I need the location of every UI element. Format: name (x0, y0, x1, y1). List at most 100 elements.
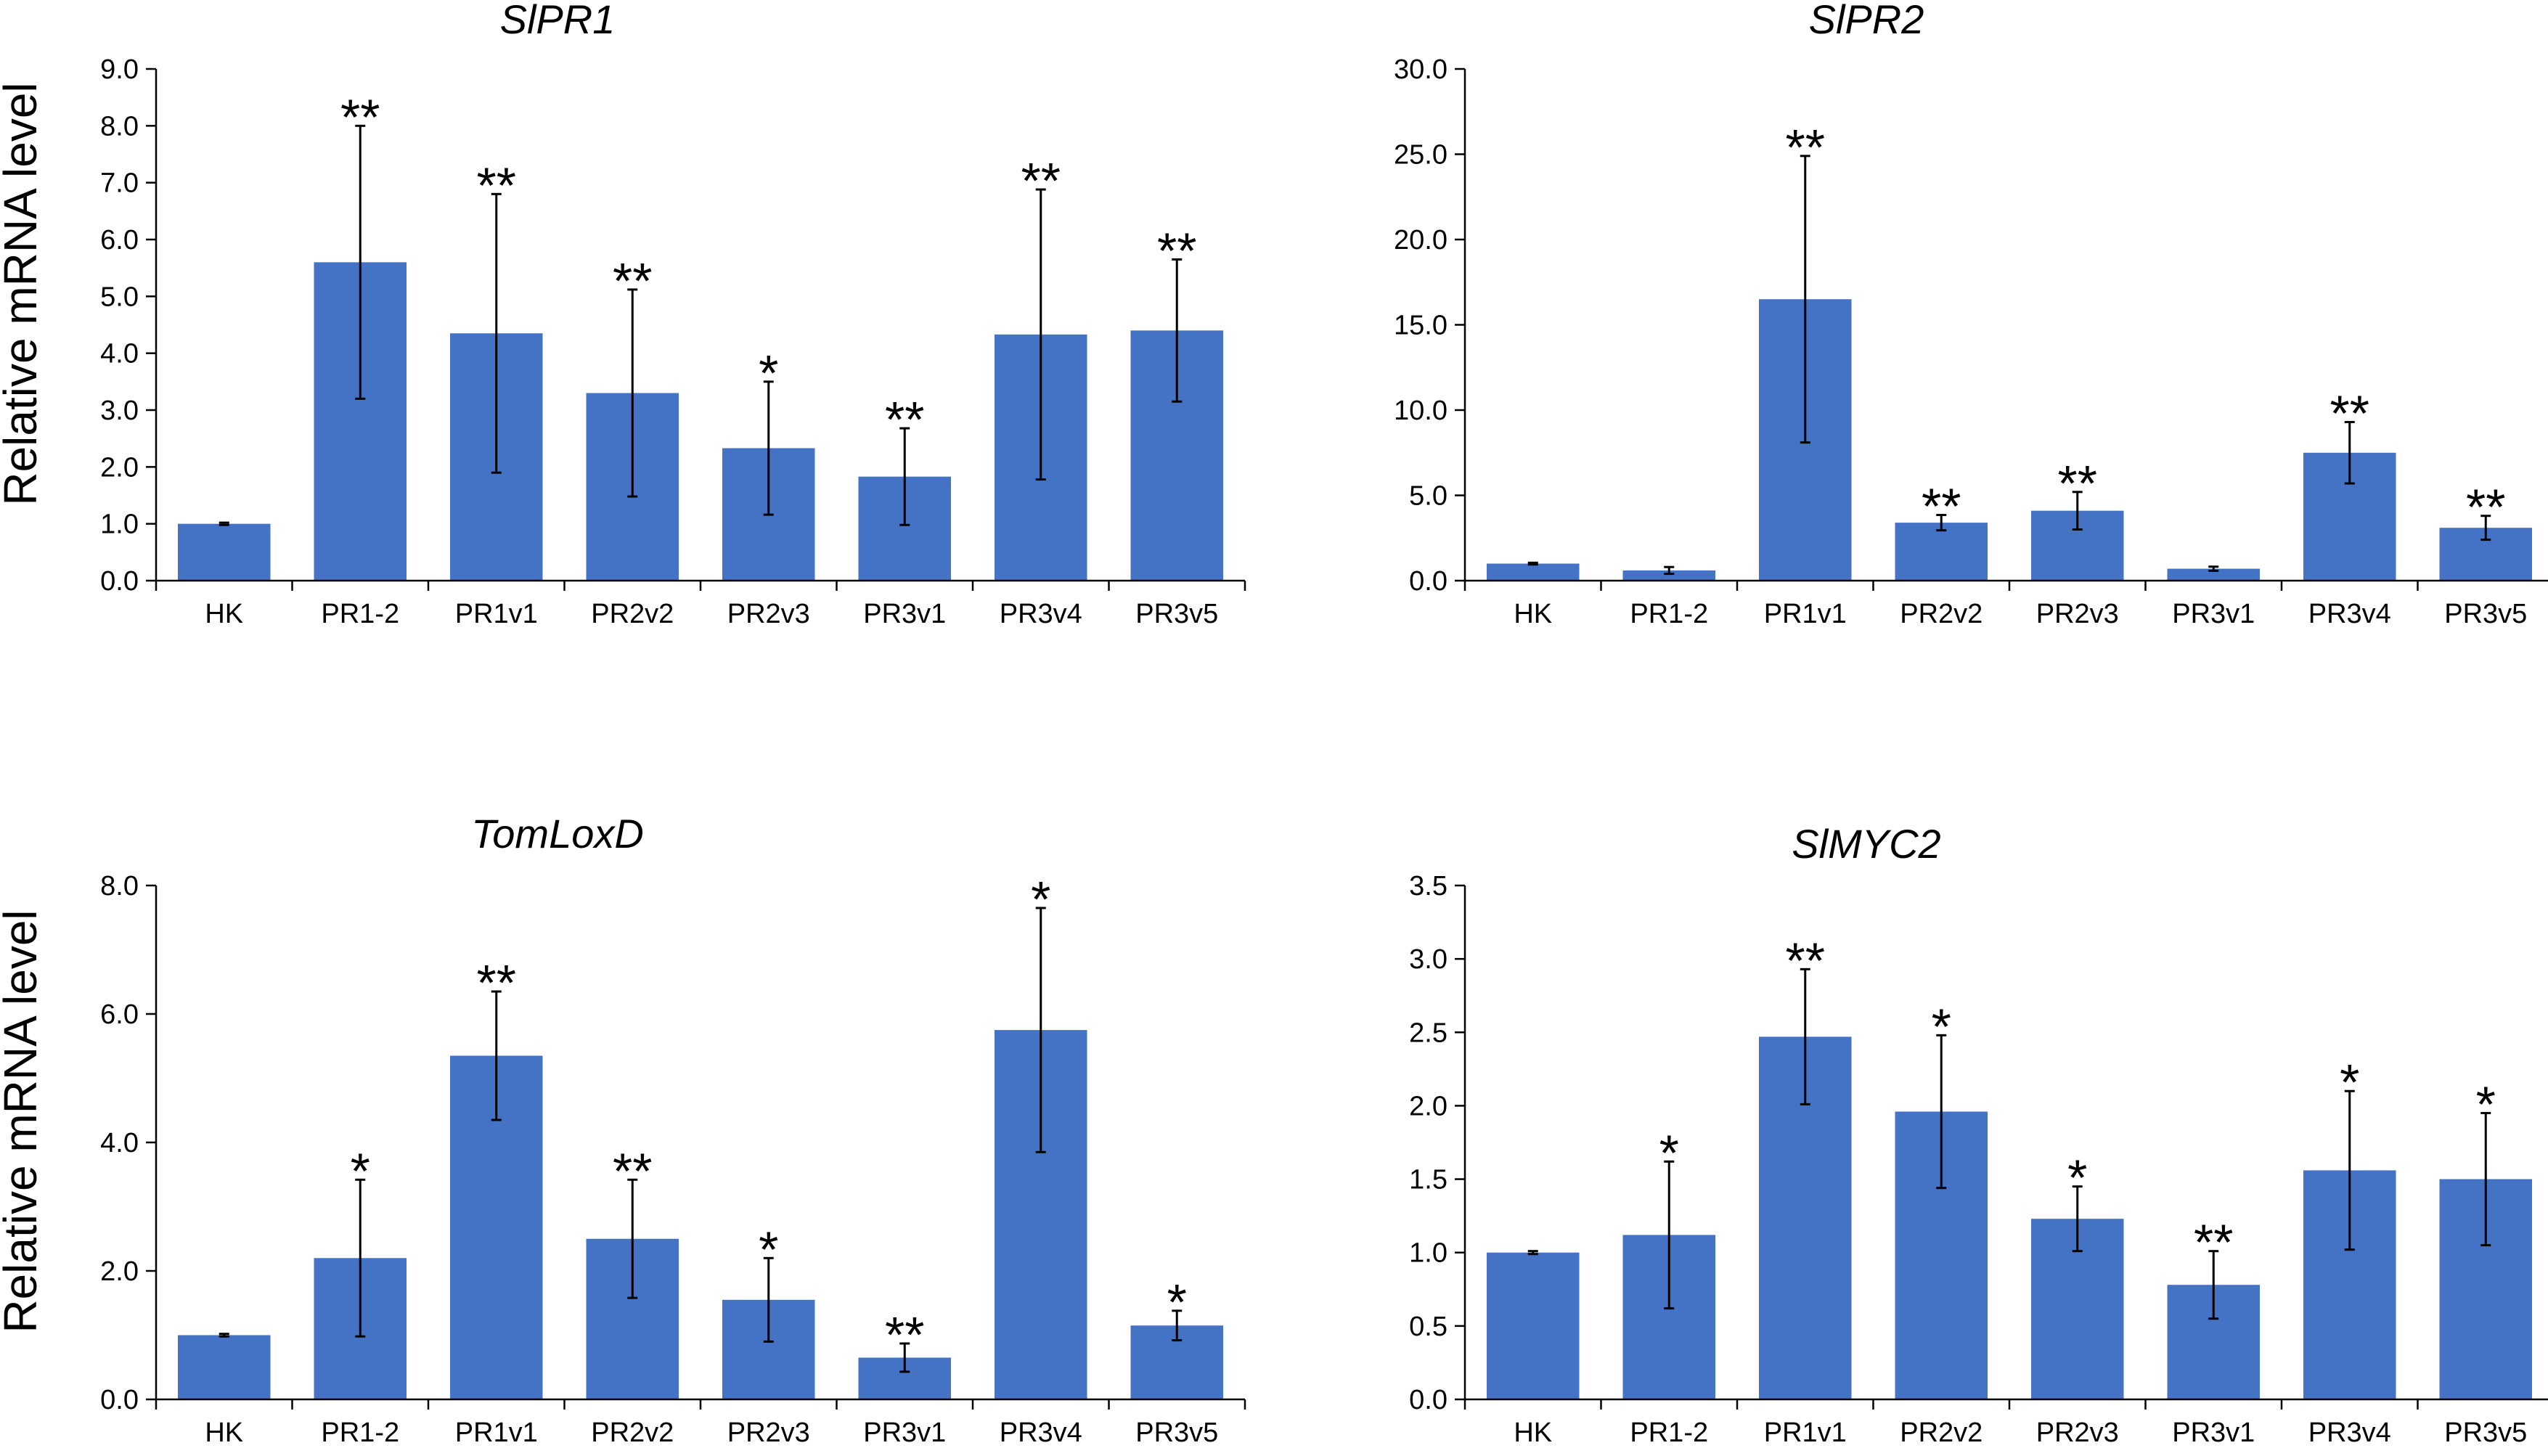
bar-pr2v2 (1895, 523, 1988, 581)
significance-marker: * (351, 1142, 370, 1199)
y-tick-label: 25.0 (1394, 140, 1447, 171)
significance-marker: * (2476, 1076, 2496, 1133)
x-tick-label: PR2v3 (2036, 599, 2119, 629)
significance-marker: * (1932, 998, 1951, 1055)
significance-marker: ** (1157, 222, 1196, 279)
y-tick-label: 1.5 (1409, 1165, 1447, 1195)
y-tick-label: 5.0 (100, 282, 139, 312)
x-tick-label: PR1v1 (1764, 599, 1847, 629)
x-tick-label: PR1v1 (455, 599, 538, 629)
x-tick-label: HK (205, 1418, 243, 1448)
y-axis-label-top: Relative mRNA level (0, 82, 46, 505)
significance-marker: ** (477, 954, 516, 1011)
x-tick-label: PR2v3 (727, 599, 810, 629)
y-tick-label: 2.5 (1409, 1018, 1447, 1048)
x-tick-label: PR2v2 (1900, 1418, 1983, 1448)
significance-marker: ** (2194, 1214, 2233, 1271)
x-tick-label: PR1v1 (455, 1418, 538, 1448)
significance-marker: * (2340, 1054, 2359, 1111)
y-tick-label: 4.0 (100, 339, 139, 369)
bar-pr1-2 (1622, 570, 1715, 581)
y-tick-label: 8.0 (100, 871, 139, 901)
x-tick-label: HK (205, 599, 243, 629)
bar-hk (1487, 563, 1580, 581)
y-tick-label: 2.0 (100, 1256, 139, 1287)
y-tick-label: 2.0 (1409, 1091, 1447, 1121)
y-tick-label: 4.0 (100, 1128, 139, 1158)
y-tick-label: 30.0 (1394, 54, 1447, 85)
x-tick-label: PR3v4 (1000, 599, 1082, 629)
y-tick-label: 0.5 (1409, 1312, 1447, 1342)
x-tick-label: PR3v1 (863, 1418, 946, 1448)
chart-panel-slpr1: SlPR1 0.01.02.03.04.05.06.07.08.09.0HK**… (100, 0, 1246, 629)
significance-marker: ** (1021, 152, 1061, 209)
chart-title: SlMYC2 (1792, 821, 1940, 867)
x-tick-label: PR1-2 (321, 1418, 399, 1448)
y-tick-label: 0.0 (1409, 1385, 1447, 1415)
bar-hk (1487, 1252, 1580, 1399)
x-tick-label: PR2v2 (1900, 599, 1983, 629)
x-tick-label: PR3v4 (2308, 1418, 2391, 1448)
significance-marker: ** (885, 391, 924, 448)
significance-marker: ** (1922, 478, 1961, 535)
significance-marker: ** (1786, 932, 1825, 989)
significance-marker: * (1167, 1274, 1187, 1330)
x-tick-label: PR3v1 (2172, 599, 2255, 629)
significance-marker: * (1031, 871, 1050, 928)
significance-marker: * (2067, 1150, 2087, 1206)
significance-marker: ** (1786, 119, 1825, 176)
x-tick-label: PR3v5 (1135, 1418, 1218, 1448)
y-tick-label: 15.0 (1394, 311, 1447, 341)
y-tick-label: 6.0 (100, 999, 139, 1030)
y-axis-label-bottom: Relative mRNA level (0, 909, 46, 1333)
x-tick-label: PR1-2 (1630, 1418, 1708, 1448)
y-tick-label: 7.0 (100, 168, 139, 199)
y-tick-label: 3.0 (1409, 944, 1447, 975)
bar-pr3v1 (2167, 568, 2260, 581)
chart-title: SlPR1 (500, 0, 616, 42)
y-tick-label: 3.0 (100, 396, 139, 426)
chart-panel-tomloxd: TomLoxD 0.02.04.06.08.0HK*PR1-2**PR1v1**… (100, 811, 1246, 1448)
y-tick-label: 1.0 (1409, 1238, 1447, 1269)
significance-marker: ** (2466, 479, 2505, 536)
bar-hk (178, 523, 271, 581)
significance-marker: * (759, 345, 778, 401)
x-tick-label: PR3v5 (1135, 599, 1218, 629)
y-tick-label: 9.0 (100, 54, 139, 85)
x-tick-label: PR1-2 (1630, 599, 1708, 629)
x-tick-label: PR2v2 (591, 1418, 674, 1448)
x-tick-label: PR3v4 (2308, 599, 2391, 629)
x-tick-label: PR1v1 (1764, 1418, 1847, 1448)
significance-marker: * (759, 1221, 778, 1277)
y-tick-label: 0.0 (100, 566, 139, 597)
significance-marker: ** (2058, 455, 2097, 512)
x-tick-label: HK (1514, 1418, 1552, 1448)
significance-marker: ** (2330, 385, 2369, 441)
significance-marker: ** (613, 1142, 652, 1199)
x-tick-label: PR3v4 (1000, 1418, 1082, 1448)
chart-title: SlPR2 (1809, 0, 1924, 42)
chart-panel-slpr2: SlPR2 0.0 5.0 10.0 15.0 20.0 25.0 30.0 HK PR1-2 *… (1394, 0, 2548, 629)
significance-marker: ** (613, 253, 652, 309)
y-tick-label: 10.0 (1394, 396, 1447, 426)
significance-marker: ** (340, 89, 380, 145)
x-tick-label: PR2v2 (591, 599, 674, 629)
x-tick-label: PR2v3 (2036, 1418, 2119, 1448)
x-tick-label: PR3v1 (863, 599, 946, 629)
x-tick-label: HK (1514, 599, 1552, 629)
chart-title: TomLoxD (471, 811, 644, 856)
significance-marker: ** (885, 1306, 924, 1363)
y-tick-label: 1.0 (100, 510, 139, 540)
x-tick-label: PR3v5 (2444, 599, 2527, 629)
y-tick-label: 5.0 (1409, 481, 1447, 512)
y-tick-label: 20.0 (1394, 225, 1447, 255)
bar-hk (178, 1335, 271, 1399)
y-tick-label: 0.0 (100, 1385, 139, 1415)
y-tick-label: 8.0 (100, 111, 139, 142)
chart-panel-slmyc2: SlMYC2 0.0 0.5 1.0 1.5 2.0 2.5 3.0 3.5 HK * PR1-2 *… (1409, 821, 2548, 1448)
y-tick-label: 3.5 (1409, 871, 1447, 901)
x-tick-label: PR2v3 (727, 1418, 810, 1448)
significance-marker: * (1659, 1124, 1679, 1181)
x-tick-label: PR3v5 (2444, 1418, 2527, 1448)
